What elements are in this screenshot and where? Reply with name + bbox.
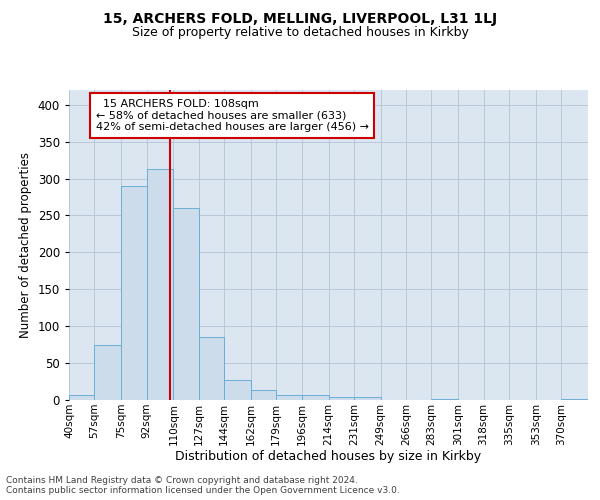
Bar (277, 395, 302, 400)
Bar (173, 208, 199, 400)
Bar (121, 186, 146, 400)
Y-axis label: Number of detached properties: Number of detached properties (19, 152, 32, 338)
Text: Contains HM Land Registry data © Crown copyright and database right 2024.: Contains HM Land Registry data © Crown c… (6, 476, 358, 485)
Text: Size of property relative to detached houses in Kirkby: Size of property relative to detached ho… (131, 26, 469, 39)
Bar (302, 395, 329, 400)
Bar (561, 398, 588, 400)
Bar (146, 169, 173, 400)
Text: 15, ARCHERS FOLD, MELLING, LIVERPOOL, L31 1LJ: 15, ARCHERS FOLD, MELLING, LIVERPOOL, L3… (103, 12, 497, 26)
Bar (354, 397, 380, 400)
Text: 15 ARCHERS FOLD: 108sqm
← 58% of detached houses are smaller (633)
42% of semi-d: 15 ARCHERS FOLD: 108sqm ← 58% of detache… (96, 99, 369, 132)
Bar (69, 395, 94, 400)
Bar (251, 390, 277, 400)
Text: Contains public sector information licensed under the Open Government Licence v3: Contains public sector information licen… (6, 486, 400, 495)
Bar (224, 380, 251, 400)
Bar (431, 398, 458, 400)
X-axis label: Distribution of detached houses by size in Kirkby: Distribution of detached houses by size … (175, 450, 482, 464)
Bar (199, 338, 224, 400)
Bar (94, 344, 121, 400)
Bar (329, 397, 354, 400)
